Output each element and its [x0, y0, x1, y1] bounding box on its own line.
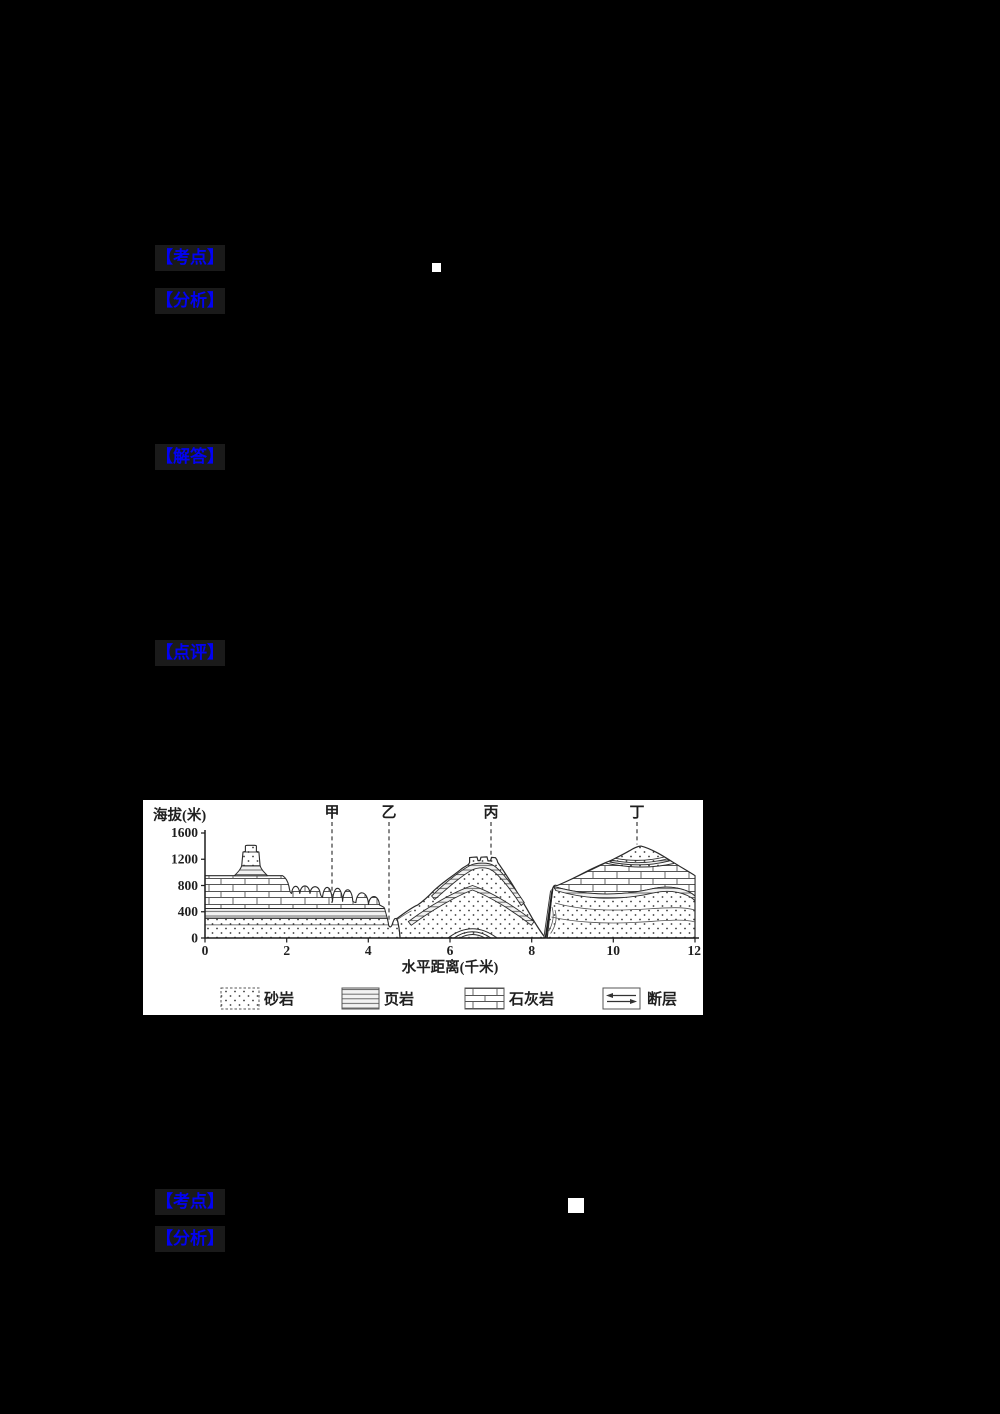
x-tick-8: 8: [528, 943, 535, 958]
legend-item-shale: 页岩: [341, 987, 414, 1010]
terrain-left-karst-block: [204, 844, 401, 939]
section-tag-dianping: 【点评】: [155, 640, 225, 666]
legend-item-limestone: 石灰岩: [464, 987, 554, 1010]
shale-swatch: [341, 987, 380, 1010]
x-tick-4: 4: [365, 943, 372, 958]
marker-label-bing: 丙: [483, 804, 498, 821]
section-tag-fenxi-2: 【分析】: [155, 1226, 225, 1252]
y-tick-0: 0: [191, 931, 198, 946]
legend: 砂岩 页岩 石灰岩: [220, 987, 677, 1010]
location-markers: [331, 822, 638, 922]
x-tick-12: 12: [688, 943, 702, 958]
white-square-marker-1: [432, 263, 441, 272]
legend-label-fault: 断层: [647, 990, 677, 1008]
fault-swatch: [602, 987, 641, 1010]
x-tick-10: 10: [607, 943, 621, 958]
section-tag-kaodian-1: 【考点】: [155, 245, 225, 271]
x-tick-2: 2: [283, 943, 290, 958]
marker-label-ding: 丁: [629, 805, 644, 821]
x-tick-6: 6: [447, 943, 454, 958]
marker-label-jia: 甲: [324, 804, 339, 821]
terrain-middle-anticline-mountain: [395, 856, 546, 939]
y-axis-title: 海拔(米): [153, 806, 206, 824]
x-axis-title: 水平距离(千米): [402, 958, 499, 976]
section-tag-kaodian-2: 【考点】: [155, 1189, 225, 1215]
y-tick-1200: 1200: [171, 852, 198, 867]
x-tick-0: 0: [202, 943, 209, 958]
sandstone-swatch: [220, 987, 260, 1010]
marker-label-yi: 乙: [381, 805, 396, 821]
white-square-marker-2: [568, 1198, 584, 1213]
legend-item-fault: 断层: [602, 987, 677, 1010]
legend-label-shale: 页岩: [384, 990, 414, 1008]
fault-arrows-icon: [606, 993, 637, 1004]
legend-label-sandstone: 砂岩: [264, 990, 294, 1008]
section-tag-fenxi-1: 【分析】: [155, 288, 225, 314]
legend-label-limestone: 石灰岩: [508, 990, 554, 1008]
axes: 海拔(米) 1600 1200 800 400 0 0 2 4 6 8 10 1…: [153, 806, 701, 976]
limestone-swatch: [464, 987, 505, 1010]
cross-section-svg: 海拔(米) 1600 1200 800 400 0 0 2 4 6 8 10 1…: [153, 804, 701, 1010]
location-marker-labels: 甲 乙 丙 丁: [324, 804, 644, 821]
legend-item-sandstone: 砂岩: [220, 987, 294, 1010]
terrain-right-syncline-mountain: [543, 845, 696, 939]
y-tick-1600: 1600: [171, 825, 198, 840]
y-tick-800: 800: [178, 878, 199, 893]
section-tag-jieda: 【解答】: [155, 444, 225, 470]
y-tick-400: 400: [178, 904, 199, 919]
fault-line: [544, 888, 554, 939]
geological-cross-section-figure: 海拔(米) 1600 1200 800 400 0 0 2 4 6 8 10 1…: [143, 800, 703, 1015]
